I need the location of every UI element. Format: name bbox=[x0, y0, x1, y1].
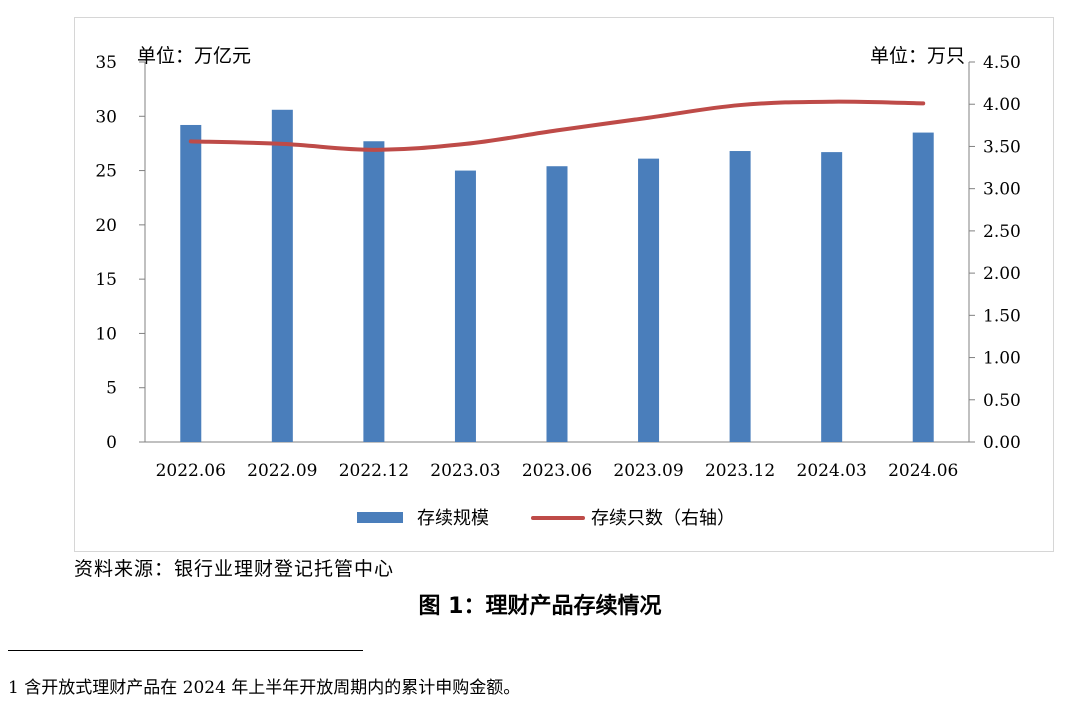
right-tick-label: 2.50 bbox=[983, 222, 1021, 242]
left-tick-label: 25 bbox=[95, 162, 117, 182]
left-tick-label: 10 bbox=[95, 324, 117, 344]
right-tick-label: 4.00 bbox=[983, 95, 1021, 115]
right-tick-label: 3.00 bbox=[983, 180, 1021, 200]
right-tick-label: 4.50 bbox=[983, 53, 1021, 73]
left-tick-label: 35 bbox=[95, 53, 117, 73]
x-tick-label: 2023.06 bbox=[522, 461, 592, 481]
line-series bbox=[188, 99, 926, 152]
left-tick-label: 15 bbox=[95, 270, 117, 290]
bar bbox=[180, 124, 202, 442]
bar bbox=[912, 132, 934, 443]
x-tick-label: 2022.09 bbox=[247, 461, 317, 481]
x-tick-label: 2022.06 bbox=[156, 461, 226, 481]
x-tick-label: 2023.09 bbox=[613, 461, 683, 481]
left-tick-label: 0 bbox=[106, 433, 117, 453]
footnote-divider bbox=[8, 650, 363, 651]
right-tick-label: 1.50 bbox=[983, 306, 1021, 326]
bar bbox=[729, 151, 751, 442]
right-tick-label: 0.00 bbox=[983, 433, 1021, 453]
bar bbox=[821, 152, 843, 442]
right-axis-unit: 单位：万只 bbox=[869, 45, 965, 67]
left-tick-label: 20 bbox=[95, 216, 117, 236]
chart-svg: 0 5 10 15 20 25 30 35 0.00 0.50 1.00 1.50 2.00 2.50 3.… bbox=[95, 53, 1021, 529]
x-tick-label: 2023.12 bbox=[705, 461, 775, 481]
bar bbox=[638, 158, 660, 442]
bar bbox=[546, 166, 568, 442]
bar bbox=[363, 141, 385, 442]
bar bbox=[454, 170, 476, 443]
left-tick-label: 5 bbox=[106, 379, 117, 399]
source-note: 资料来源：银行业理财登记托管中心 bbox=[74, 558, 395, 580]
right-tick-label: 3.50 bbox=[983, 137, 1021, 157]
chart-frame: 单位：万亿元 单位：万只 0 5 10 15 20 25 30 35 0.00 0.50 1.00 1… bbox=[74, 17, 1054, 552]
bar bbox=[271, 109, 293, 443]
x-tick-label: 2023.03 bbox=[430, 461, 500, 481]
legend-label-line: 存续只数（右轴） bbox=[591, 508, 735, 529]
legend-label-bars: 存续规模 bbox=[417, 508, 489, 529]
left-axis-unit: 单位：万亿元 bbox=[137, 45, 252, 67]
right-tick-label: 1.00 bbox=[983, 349, 1021, 369]
legend-bar-swatch bbox=[357, 512, 403, 523]
right-tick-label: 2.00 bbox=[983, 264, 1021, 284]
x-tick-label: 2024.03 bbox=[797, 461, 867, 481]
x-tick-label: 2024.06 bbox=[888, 461, 958, 481]
right-tick-label: 0.50 bbox=[983, 391, 1021, 411]
x-tick-label: 2022.12 bbox=[339, 461, 409, 481]
figure-caption: 图 1：理财产品存续情况 bbox=[418, 594, 662, 619]
left-tick-label: 30 bbox=[95, 107, 117, 127]
footnote: 1 含开放式理财产品在 2024 年上半年开放周期内的累计申购金额。 bbox=[8, 678, 521, 698]
